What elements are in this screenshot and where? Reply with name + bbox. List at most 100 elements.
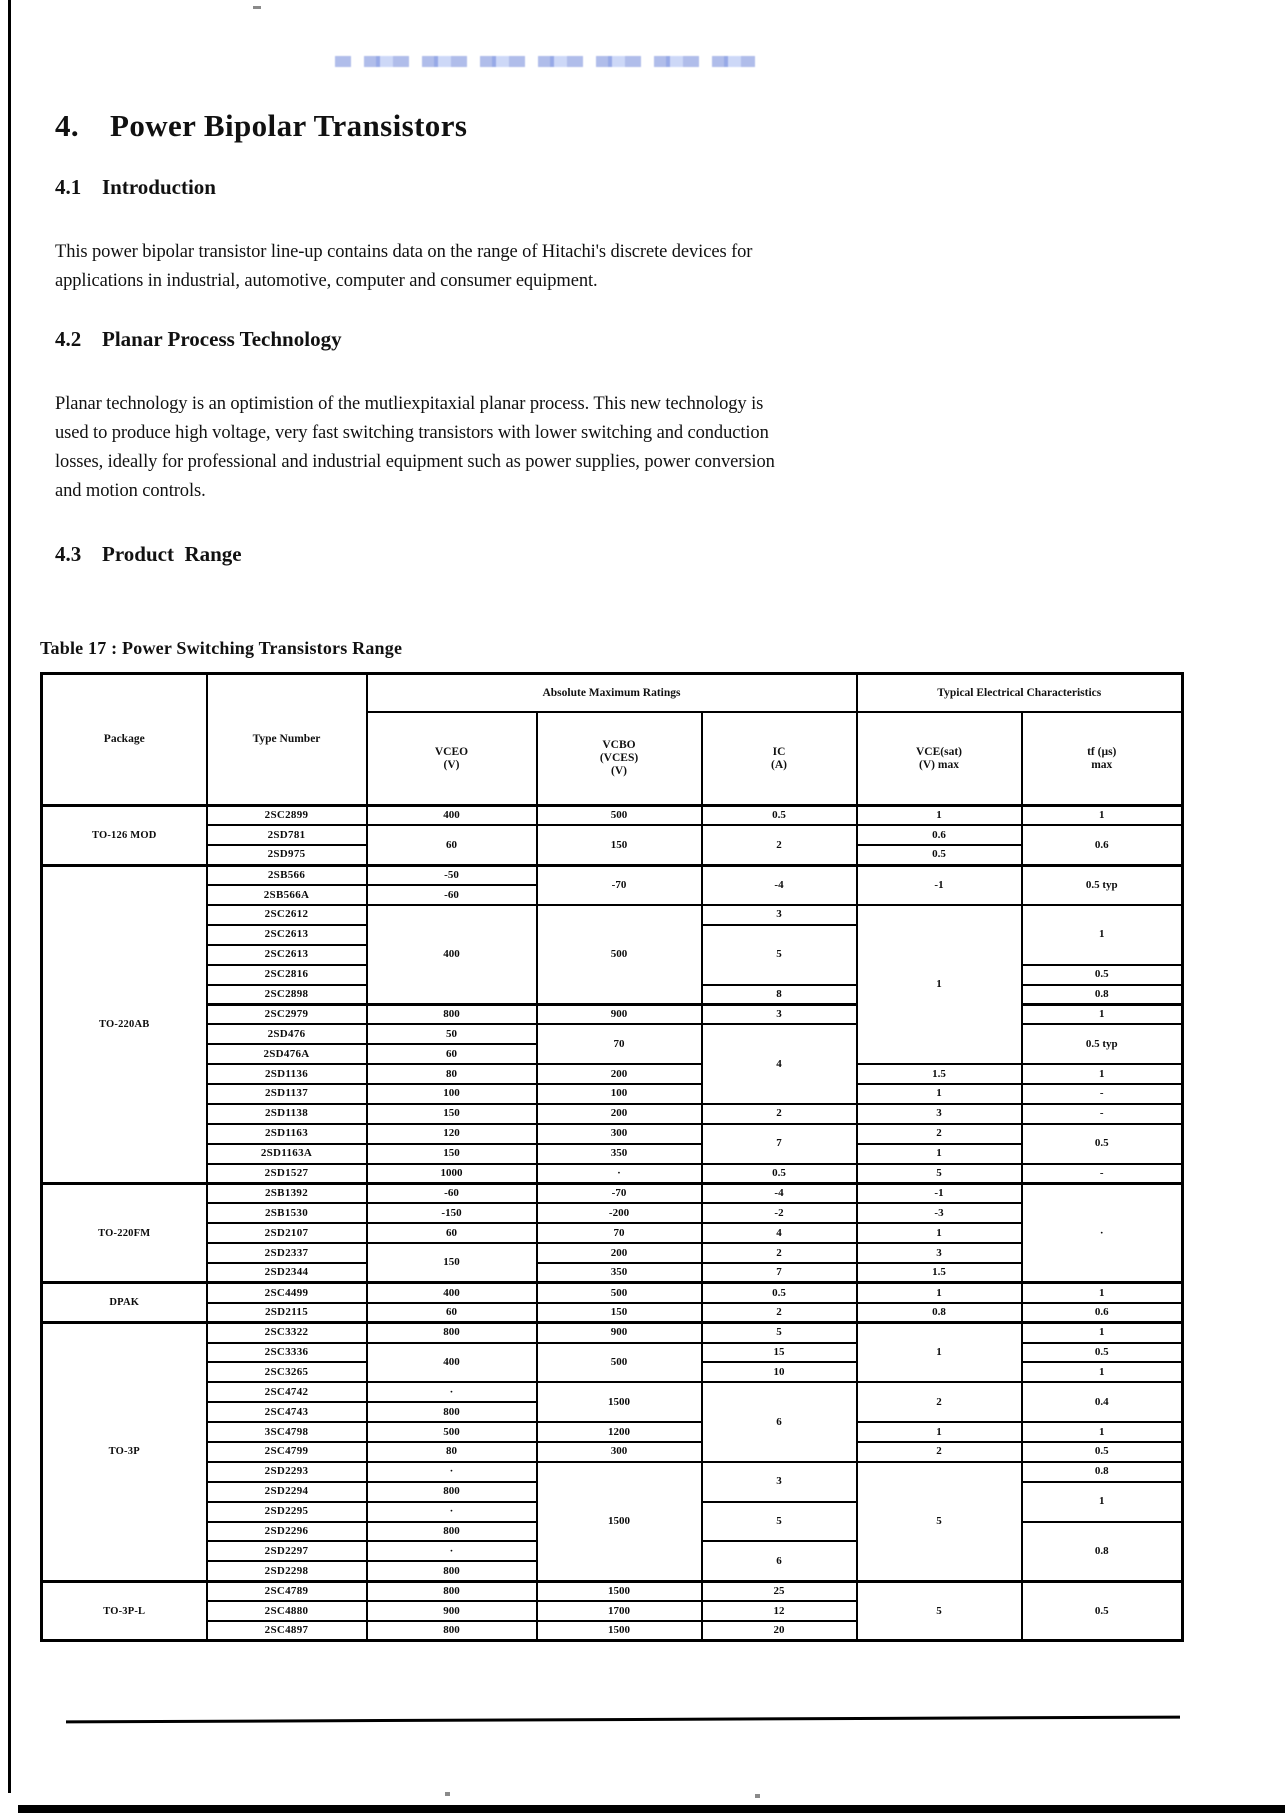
value-cell: 0.5 [1020, 1579, 1184, 1642]
table-row: TO-126 MOD 2SC2899 400 500 0.5 1 1 [40, 804, 1184, 867]
type-number-cell: 2SD1138 [205, 1102, 368, 1125]
table-row: 2SC2979 800 900 3 1 [42, 1002, 1184, 1026]
value-cell: 1500 [535, 1381, 703, 1424]
value-cell: 200 [535, 1242, 703, 1264]
value-cell: -50 [365, 863, 538, 887]
value-cell: 150 [365, 1242, 538, 1284]
value-cell: 3 [700, 1460, 858, 1503]
package-cell: TO-220FM [40, 1181, 208, 1284]
value-cell: · [1020, 1181, 1184, 1284]
value-cell: 1 [855, 804, 1023, 827]
package-cell: TO-220AB [40, 863, 208, 1185]
value-cell: 80 [365, 1441, 538, 1463]
value-cell: 0.5 [1020, 1341, 1184, 1364]
value-cell: 1 [1020, 1480, 1184, 1523]
value-cell: 3 [855, 1102, 1023, 1125]
text-line: used to produce high voltage, very fast … [55, 423, 769, 443]
value-cell: 60 [365, 824, 538, 867]
scan-bottom-black-bar [18, 1805, 1285, 1813]
section-number: 4.3 [55, 542, 82, 566]
value-cell: 500 [535, 1341, 703, 1384]
value-cell: 1500 [535, 1620, 703, 1642]
type-number-cell: 2SC4897 [205, 1620, 368, 1642]
value-cell: 70 [535, 1023, 703, 1066]
footer-rule [65, 1715, 1181, 1724]
value-cell: 7 [700, 1261, 858, 1284]
type-number-cell: 2SC3336 [205, 1341, 368, 1364]
section-number: 4.2 [55, 327, 82, 351]
type-number-cell: 2SD2344 [205, 1261, 368, 1284]
value-cell: 1 [1020, 1421, 1184, 1443]
type-number-cell: 2SC2898 [205, 983, 368, 1006]
table-row: 2SD2344 350 7 1.5 [42, 1261, 1183, 1284]
value-cell: 5 [855, 1460, 1023, 1583]
table-row: 2SC3265 10 1 [42, 1361, 1184, 1384]
value-cell: -3 [855, 1202, 1023, 1225]
column-header: IC (A) [700, 711, 858, 807]
value-cell: · [535, 1162, 703, 1185]
type-number-cell: 2SD1163 [205, 1122, 368, 1145]
table-row: 2SC4897 800 1500 20 [42, 1620, 1183, 1642]
value-cell: 150 [365, 1142, 538, 1165]
value-cell: 0.5 [1020, 963, 1184, 986]
table-row: 2SC2613 5 [42, 923, 1183, 986]
package-cell: TO-126 MOD [40, 804, 208, 867]
table-row: 2SD2297 · 6 [42, 1540, 1183, 1583]
section-label: Product Range [102, 542, 242, 566]
value-cell: 0.4 [1020, 1381, 1184, 1424]
table-row: 2SD2294 800 1 [42, 1480, 1184, 1523]
value-cell: 5 [700, 1321, 858, 1344]
value-cell: 800 [365, 1480, 538, 1503]
value-cell: 120 [365, 1122, 538, 1145]
value-cell: - [1020, 1162, 1184, 1185]
type-number-cell: 2SC2612 [205, 903, 368, 926]
value-cell: 150 [535, 1301, 703, 1324]
table-row: 2SD1138 150 200 2 3- [42, 1102, 1184, 1125]
section-heading-4-2: 4.2 Planar Process Technology [55, 327, 342, 352]
value-cell: 1000 [365, 1162, 538, 1185]
value-cell: 1700 [535, 1600, 703, 1623]
table-row: 2SC2613 [42, 943, 1183, 966]
value-cell: 2 [855, 1122, 1023, 1145]
table-row: 2SC2816 0.5 [42, 963, 1184, 986]
type-number-cell: 2SD2296 [205, 1520, 368, 1543]
value-cell: 1 [855, 1421, 1023, 1443]
type-number-cell: 2SC4880 [205, 1600, 368, 1623]
value-cell: 20 [700, 1620, 858, 1642]
value-cell: 0.8 [1020, 983, 1184, 1006]
page-title-number: 4. [55, 108, 80, 143]
value-cell: -70 [535, 863, 703, 906]
package-cell: TO-3P-L [40, 1579, 208, 1642]
value-cell: 60 [365, 1222, 538, 1245]
value-cell: 1.5 [855, 1261, 1023, 1284]
watermark-dashes [335, 56, 755, 67]
table-row: 2SC4742 · 1500 6 2 0.4 [42, 1381, 1184, 1463]
table-row: 2SD2295 · 5 [42, 1500, 1183, 1543]
type-number-cell: 2SB1530 [205, 1202, 368, 1225]
value-cell: 0.5 typ [1020, 1023, 1184, 1066]
value-cell: 1500 [535, 1460, 703, 1583]
type-number-cell: 2SD1136 [205, 1063, 368, 1085]
type-number-cell: 2SC2899 [205, 804, 368, 827]
value-cell: -60 [365, 884, 538, 906]
value-cell: 0.6 [855, 824, 1023, 847]
value-cell: · [365, 1381, 538, 1404]
value-cell: 500 [365, 1421, 538, 1443]
type-number-cell: 2SD781 [205, 824, 368, 847]
value-cell: 0.5 [700, 804, 858, 827]
value-cell: - [1020, 1102, 1184, 1125]
value-cell: 3 [700, 1002, 858, 1026]
value-cell: 0.8 [1020, 1460, 1184, 1483]
value-cell: 5 [700, 1500, 858, 1543]
table-row: 2SD2293 · 1500 3 5 0.8 [42, 1460, 1184, 1583]
table-row: 2SD975 0.5 [42, 844, 1183, 867]
table-body: TO-126 MOD 2SC2899 400 500 0.5 1 1 2SD781 60 150 2… [40, 804, 1184, 1642]
value-cell: 1 [855, 1142, 1023, 1165]
value-cell: 70 [535, 1222, 703, 1245]
text-line: applications in industrial, automotive, … [55, 271, 598, 291]
value-cell: 900 [535, 1002, 703, 1026]
type-number-cell: 2SC3265 [205, 1361, 368, 1384]
value-cell: 6 [700, 1381, 858, 1463]
value-cell: 60 [365, 1043, 538, 1066]
value-cell: 800 [365, 1520, 538, 1543]
